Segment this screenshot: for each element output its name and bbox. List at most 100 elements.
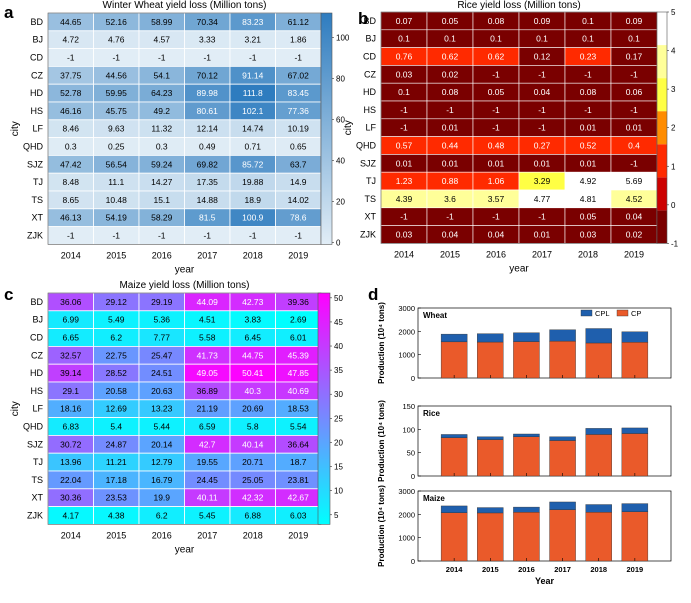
heatmap-cell-value: 20.14 (151, 439, 173, 449)
heatmap-cell-value: 29.19 (151, 297, 173, 307)
bar-cp (585, 434, 612, 477)
colorbar-tick-label: 20 (336, 197, 345, 206)
heatmap-cell-value: 47.85 (288, 368, 310, 378)
colorbar-tick-label: 25 (334, 414, 343, 423)
heatmap-cell-value: 20.69 (242, 404, 264, 414)
heatmap-cell-value: -1 (584, 105, 592, 115)
heatmap-cell-value: 0.1 (490, 34, 502, 44)
heatmap-cell-value: 70.12 (197, 70, 219, 80)
panel-label-a: a (4, 3, 14, 22)
heatmap-cell-value: 0.08 (442, 87, 459, 97)
y-tick-label: 2000 (398, 327, 415, 336)
heatmap-cell-value: 0.04 (488, 230, 505, 240)
heatmap-cell-value: -1 (249, 53, 257, 63)
heatmap-cell-value: 64.23 (151, 88, 173, 98)
heatmap-cell-value: 44.56 (106, 70, 128, 80)
heatmap-cell-value: 11.32 (151, 124, 172, 134)
colorbar-tick-label: 80 (336, 75, 345, 84)
y-tick-label: 2000 (398, 510, 415, 519)
bar-cp (549, 509, 576, 562)
subplot-title: Wheat (423, 311, 447, 320)
row-label: CD (30, 333, 43, 343)
heatmap-cell-value: 3.29 (534, 176, 551, 186)
heatmap-cell-value: 70.34 (197, 17, 219, 27)
bar-cpl (585, 328, 612, 344)
bar-cp (585, 512, 612, 562)
colorbar (320, 12, 333, 245)
heatmap-cell-value: 40.3 (244, 386, 261, 396)
y-tick-label: 150 (402, 402, 415, 411)
heatmap-cell-value: 45.39 (288, 350, 310, 360)
bar-cp (621, 511, 649, 562)
heatmap-cell-value: 14.74 (242, 124, 264, 134)
heatmap-cell-value: 4.17 (62, 511, 79, 521)
row-label: HD (30, 368, 43, 378)
heatmap-cell-value: 10.48 (106, 195, 128, 205)
heatmap-cell-value: 0.01 (580, 158, 597, 168)
heatmap-cell-value: 0.76 (396, 52, 413, 62)
heatmap-cell-value: 11.21 (106, 457, 127, 467)
heatmap-cell-value: 0.1 (398, 34, 410, 44)
colorbar-segment (657, 177, 667, 211)
heatmap-cell-value: 80.61 (197, 106, 219, 116)
heatmap-cell-value: -1 (492, 212, 500, 222)
heatmap-cell-value: 0.02 (626, 230, 643, 240)
bar-cp (477, 512, 504, 562)
legend-label-cpl: CPL (595, 309, 610, 318)
x-tick-label: 2016 (518, 565, 535, 574)
heatmap-cell-value: 6.88 (244, 511, 261, 521)
row-label: QHD (23, 422, 44, 432)
heatmap-cell-value: 78.6 (290, 213, 307, 223)
heatmap-cell-value: -1 (538, 212, 546, 222)
heatmap-cell-value: 0.05 (488, 87, 505, 97)
heatmap-cell-value: 54.1 (153, 70, 170, 80)
column-label: 2019 (624, 249, 644, 259)
bar-cpl (549, 501, 576, 510)
heatmap-cell-value: 8.46 (62, 124, 79, 134)
heatmap-cell-value: 59.95 (106, 88, 128, 98)
row-label: LF (365, 123, 376, 133)
row-label: QHD (356, 141, 377, 151)
heatmap-cell-value: 37.75 (60, 70, 82, 80)
heatmap-cell-value: 17.35 (197, 177, 219, 187)
heatmap-cell-value: -1 (538, 123, 546, 133)
column-label: 2015 (106, 250, 126, 260)
heatmap-cell-value: 2.69 (290, 315, 307, 325)
bar-cp (513, 512, 540, 562)
heatmap-cell-value: 13.23 (151, 404, 173, 414)
heatmap-cell-value: 18.9 (244, 195, 261, 205)
heatmap-cell-value: 0.1 (582, 16, 594, 26)
colorbar-tick-label: 40 (336, 156, 345, 165)
subplot-title: Rice (423, 409, 440, 418)
heatmap-cell-value: 58.99 (151, 17, 173, 27)
heatmap-cell-value: 44.65 (60, 17, 82, 27)
heatmap-cell-value: 39.36 (288, 297, 310, 307)
heatmap-cell-value: 111.8 (243, 88, 263, 98)
row-label: ZJK (360, 230, 376, 240)
heatmap-cell-value: 0.12 (534, 52, 551, 62)
heatmap-cell-value: 0.01 (396, 158, 413, 168)
row-label: TS (31, 195, 43, 205)
subplot-frame (417, 307, 672, 379)
heatmap-cell-value: 20.63 (151, 386, 173, 396)
heatmap-cell-value: 81.5 (199, 213, 216, 223)
y-tick-label: 0 (411, 557, 415, 566)
heatmap-cell-value: 3.57 (488, 194, 505, 204)
bar-cp (585, 342, 612, 379)
bar-cpl (621, 427, 649, 434)
heatmap-cell-value: 42.73 (242, 297, 264, 307)
colorbar-segment (657, 111, 667, 145)
heatmap-cell-value: 63.7 (290, 159, 307, 169)
legend-label-cp: CP (631, 309, 641, 318)
column-label: 2017 (197, 250, 217, 260)
row-label: SJZ (360, 158, 377, 168)
heatmap-cell-value: 25.47 (151, 350, 173, 360)
bar-cp (440, 341, 468, 379)
bar-cp (477, 341, 504, 379)
heatmap-cell-value: 45.75 (106, 106, 128, 116)
heatmap-cell-value: 8.65 (62, 195, 79, 205)
heatmap-cell-value: 0.88 (442, 176, 459, 186)
heatmap-cell-value: 19.55 (197, 457, 219, 467)
column-label: 2014 (61, 250, 81, 260)
heatmap-cell-value: 58.29 (151, 213, 173, 223)
